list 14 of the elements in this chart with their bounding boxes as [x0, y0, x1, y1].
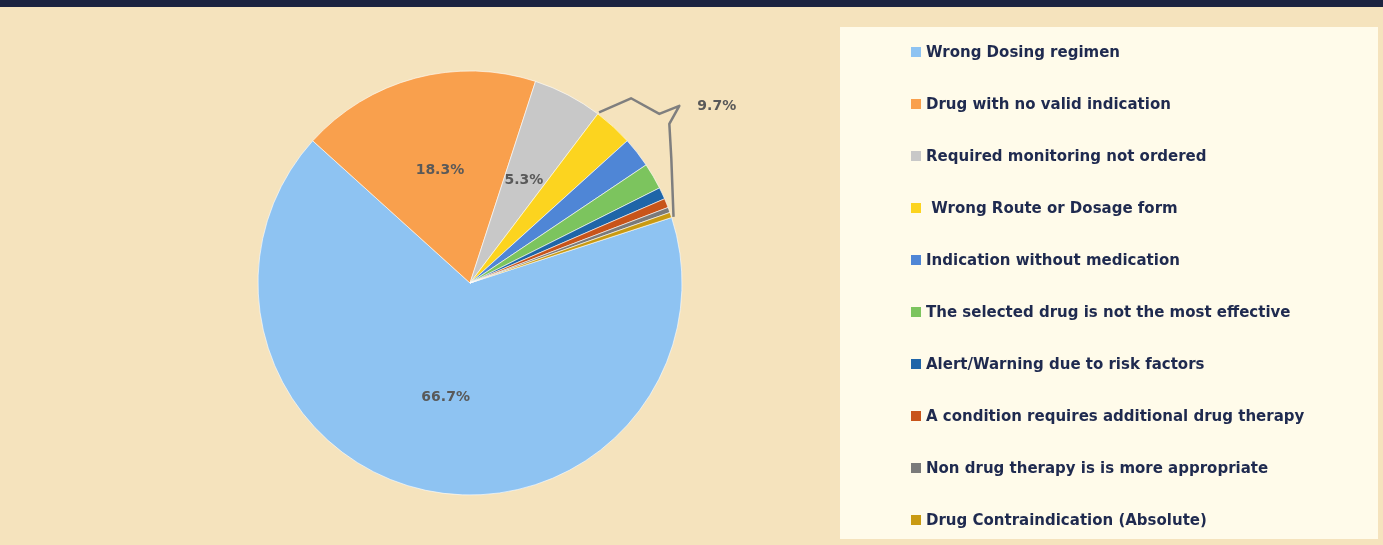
legend-label: Indication without medication: [926, 250, 1180, 269]
legend-label: Drug with no valid indication: [926, 94, 1171, 113]
legend-label: A condition requires additional drug therapy: [926, 406, 1305, 425]
legend-label: Required monitoring not ordered: [926, 146, 1207, 165]
legend-label: Wrong Route or Dosage form: [926, 198, 1178, 217]
legend-label: The selected drug is not the most effective: [926, 302, 1291, 321]
data-label: 18.3%: [415, 161, 465, 178]
legend-label: Non drug therapy is is more appropriate: [926, 458, 1269, 477]
legend-label: Wrong Dosing regimen: [926, 42, 1121, 61]
text: 9.7%: [697, 96, 737, 113]
data-label: 66.7%: [421, 388, 470, 405]
data-label: 5.3%: [504, 170, 544, 187]
legend-label: Drug Contraindication (Absolute): [926, 510, 1207, 529]
legend-label: Alert/Warning due to risk factors: [926, 354, 1205, 373]
